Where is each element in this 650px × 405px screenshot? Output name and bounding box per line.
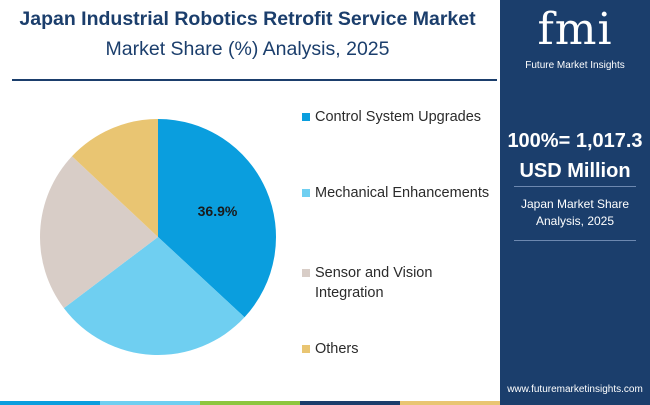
sidebar-note-line2: Analysis, 2025: [535, 214, 615, 228]
market-total-value: 100%= 1,017.3: [507, 130, 643, 152]
brand-logo: fmi Future Market Insights: [500, 0, 650, 82]
bottom-color-bar: [0, 401, 500, 405]
legend-swatch: [302, 189, 310, 197]
sidebar-separator-bottom: [514, 240, 636, 241]
logo-mark: fmi: [537, 4, 613, 55]
pie-slice-control-system-upgrades: [158, 119, 276, 318]
legend-swatch: [302, 113, 310, 121]
chart-subtitle: Market Share (%) Analysis, 2025: [105, 38, 390, 60]
website-url[interactable]: www.futuremarketinsights.com: [507, 384, 643, 395]
legend-swatch: [302, 345, 310, 353]
pie-data-label: 36.9%: [198, 203, 238, 219]
chart-title: Japan Industrial Robotics Retrofit Servi…: [19, 8, 476, 30]
legend-item: Mechanical Enhancements: [302, 183, 492, 203]
sidebar-note-line1: Japan Market Share: [520, 197, 630, 211]
legend-item: Sensor and Vision Integration: [302, 263, 492, 303]
pie-slice-sensor-and-vision-integration: [40, 156, 158, 309]
legend-label: Control System Upgrades: [315, 109, 482, 125]
info-sidebar: fmi Future Market Insights 100%= 1,017.3…: [500, 0, 650, 405]
legend-label: Sensor and Vision Integration: [315, 265, 433, 301]
pie-slice-mechanical-enhancements: [63, 237, 245, 355]
market-total-unit: USD Million: [519, 160, 631, 182]
legend-item: Others: [302, 339, 492, 359]
market-total: 100%= 1,017.3 USD Million: [500, 126, 650, 186]
bottom-bar-segment: [100, 401, 200, 405]
bottom-bar-segment: [400, 401, 500, 405]
logo-subtext: Future Market Insights: [525, 60, 625, 71]
bottom-bar-segment: [300, 401, 400, 405]
legend-swatch: [302, 269, 310, 277]
legend-item: Control System Upgrades: [302, 107, 492, 127]
title-divider: [12, 79, 497, 81]
sidebar-note: Japan Market Share Analysis, 2025: [500, 196, 650, 230]
bottom-bar-segment: [200, 401, 300, 405]
legend-label: Mechanical Enhancements: [315, 185, 490, 201]
pie-slice-others: [71, 119, 158, 237]
bottom-bar-segment: [0, 401, 100, 405]
sidebar-separator-top: [514, 186, 636, 187]
pie-chart: 36.9%: [40, 119, 276, 355]
legend-label: Others: [315, 341, 359, 357]
